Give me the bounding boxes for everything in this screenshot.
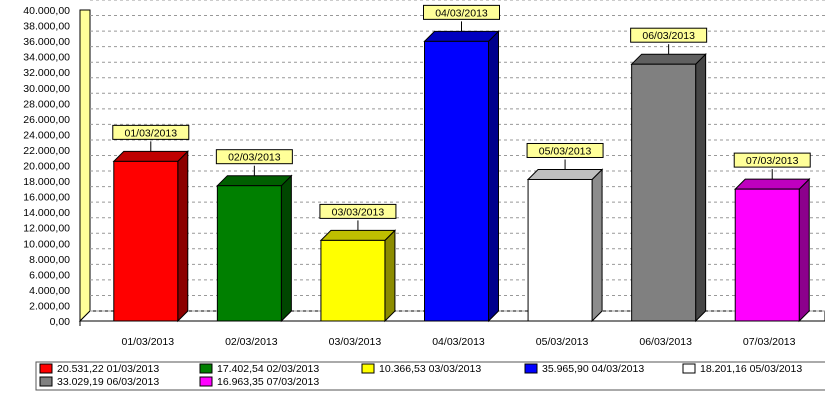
x-tick-label: 07/03/2013 — [743, 336, 796, 348]
bar-top — [216, 175, 293, 187]
bar — [216, 185, 282, 322]
y-tick-label: 4.000,00 — [29, 285, 70, 297]
legend-swatch — [361, 363, 375, 374]
bar-side — [488, 30, 499, 323]
x-tick-label: 02/03/2013 — [225, 336, 278, 348]
data-label-box — [630, 27, 708, 43]
legend-swatch — [199, 376, 213, 387]
y-tick-label: 32.000,00 — [23, 67, 70, 79]
y-tick-label: 10.000,00 — [23, 238, 70, 250]
y-tick-label: 24.000,00 — [23, 129, 70, 141]
legend-swatch — [199, 363, 213, 374]
y-tick-label: 2.000,00 — [29, 300, 70, 312]
legend-swatch — [39, 376, 53, 387]
y-tick-label: 36.000,00 — [23, 36, 70, 48]
legend-label: 33.029,19 06/03/2013 — [57, 376, 159, 388]
x-tick-label: 06/03/2013 — [639, 336, 692, 348]
data-label-box — [112, 124, 190, 140]
legend-label: 35.965,90 04/03/2013 — [542, 363, 644, 375]
data-label-box — [215, 149, 293, 165]
bar — [527, 178, 593, 322]
bar-top — [423, 30, 500, 42]
legend-label: 18.201,16 05/03/2013 — [700, 363, 802, 375]
data-label-box — [423, 4, 500, 20]
y-tick-label: 8.000,00 — [29, 254, 70, 266]
y-tick-label: 26.000,00 — [23, 114, 70, 126]
y-tick-label: 34.000,00 — [23, 52, 70, 64]
data-label: 06/03/2013 — [642, 30, 695, 42]
bar-top — [526, 168, 604, 180]
data-label-box — [319, 203, 397, 219]
legend-swatch — [39, 363, 53, 374]
bar — [631, 63, 697, 322]
bar — [320, 239, 386, 322]
bar-side — [695, 52, 707, 323]
legend-label: 17.402,54 02/03/2013 — [217, 363, 319, 375]
legend-label: 20.531,22 01/03/2013 — [57, 363, 159, 375]
x-tick-label: 03/03/2013 — [329, 336, 382, 348]
y-tick-label: 0,00 — [50, 316, 71, 328]
bar — [113, 160, 179, 322]
y-tick-label: 38.000,00 — [23, 21, 70, 33]
y-tick-label: 40.000,00 — [23, 5, 70, 17]
side-wall — [79, 9, 91, 323]
bar-side — [798, 177, 810, 323]
y-tick-label: 28.000,00 — [23, 98, 70, 110]
legend-swatch — [524, 363, 538, 374]
y-tick-label: 14.000,00 — [23, 207, 70, 219]
y-tick-label: 12.000,00 — [23, 223, 70, 235]
y-tick-label: 20.000,00 — [23, 161, 70, 173]
bar-side — [280, 174, 292, 323]
y-tick-label: 16.000,00 — [23, 192, 70, 204]
bar-top — [319, 229, 397, 241]
y-tick-label: 6.000,00 — [29, 269, 70, 281]
bar-top — [734, 178, 811, 190]
data-label: 03/03/2013 — [332, 206, 385, 218]
legend-label: 10.366,53 03/03/2013 — [379, 363, 481, 375]
bar-side — [384, 229, 396, 323]
y-tick-label: 30.000,00 — [23, 83, 70, 95]
data-label: 01/03/2013 — [125, 127, 178, 139]
legend-swatch — [682, 363, 696, 374]
data-label: 07/03/2013 — [746, 155, 799, 167]
bar — [734, 188, 800, 322]
x-tick-label: 01/03/2013 — [122, 336, 175, 348]
bar-side — [177, 150, 189, 323]
bar — [424, 40, 489, 322]
legend-label: 16.963,35 07/03/2013 — [217, 376, 319, 388]
data-label-box — [733, 152, 811, 168]
bar-side — [591, 168, 603, 323]
y-tick-label: 18.000,00 — [23, 176, 70, 188]
x-tick-label: 04/03/2013 — [432, 336, 485, 348]
x-tick-label: 05/03/2013 — [536, 336, 589, 348]
bar-top — [630, 53, 707, 65]
data-label: 04/03/2013 — [435, 7, 488, 19]
data-label: 02/03/2013 — [228, 152, 281, 164]
y-tick-label: 22.000,00 — [23, 145, 70, 157]
data-label: 05/03/2013 — [539, 145, 592, 157]
data-label-box — [526, 142, 604, 158]
bar-top — [112, 150, 189, 162]
